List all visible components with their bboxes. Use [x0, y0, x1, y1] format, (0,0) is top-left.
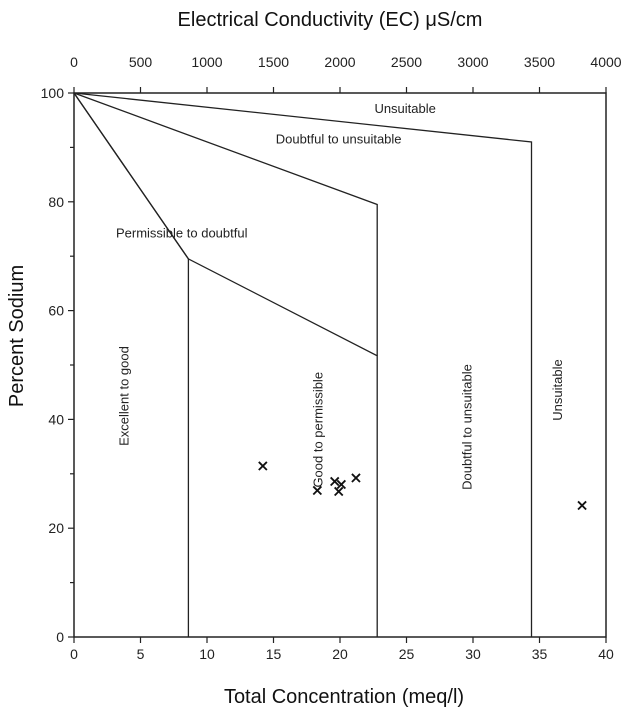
y-tick-label: 80: [48, 194, 64, 210]
x-tick-label: 20: [332, 646, 348, 662]
x2-tick-label: 1500: [258, 54, 289, 70]
x-tick-label: 25: [399, 646, 415, 662]
data-point: ×: [575, 495, 588, 514]
y-tick-label: 60: [48, 303, 64, 319]
x-tick-label: 30: [465, 646, 481, 662]
x-tick-label: 35: [532, 646, 548, 662]
data-point: ×: [311, 481, 324, 500]
y-tick-label: 100: [41, 85, 65, 101]
zone-boundary: [73, 92, 378, 637]
plot-area: 0 5 10 15 20 25 30 35 400 500 1000 1500 2000 2500 3000…: [41, 54, 622, 662]
x2-tick-label: 3500: [524, 54, 555, 70]
data-point: ×: [335, 475, 348, 494]
x2-tick-label: 2000: [324, 54, 355, 70]
plot-frame: [73, 92, 607, 638]
x2-tick-label: 4000: [590, 54, 621, 70]
x2-tick-label: 3000: [457, 54, 488, 70]
x-tick-label: 0: [70, 646, 78, 662]
zone-label: Unsuitable: [550, 359, 565, 420]
data-point: ×: [349, 468, 362, 487]
zone-boundary: [73, 92, 533, 637]
x2-tick-label: 0: [70, 54, 78, 70]
x2-tick-label: 2500: [391, 54, 422, 70]
zone-label: Unsuitable: [374, 101, 435, 116]
x2-tick-label: 500: [129, 54, 153, 70]
x-tick-label: 5: [137, 646, 145, 662]
data-point: ×: [332, 482, 345, 501]
zone-label: Excellent to good: [117, 346, 132, 446]
x2-tick-label: 1000: [191, 54, 222, 70]
data-point: ×: [328, 471, 341, 490]
zone-label: Permissible to doubtful: [116, 226, 248, 241]
zone-label: Good to permissible: [311, 372, 326, 488]
bottom-axis-title: Total Concentration (meq/l): [224, 686, 464, 708]
x-tick-label: 10: [199, 646, 215, 662]
x-tick-label: 40: [598, 646, 614, 662]
y-tick-label: 0: [56, 629, 64, 645]
y-tick-label: 20: [48, 520, 64, 536]
y-tick-label: 40: [48, 411, 64, 427]
zone-boundary: [73, 92, 378, 356]
zone-label: Doubtful to unsuitable: [276, 132, 402, 147]
data-point: ×: [256, 456, 269, 475]
x-tick-label: 15: [266, 646, 282, 662]
left-axis-title: Percent Sodium: [6, 265, 28, 407]
top-axis-title: Electrical Conductivity (EC) μS/cm: [178, 9, 483, 31]
zone-label: Doubtful to unsuitable: [460, 364, 475, 490]
